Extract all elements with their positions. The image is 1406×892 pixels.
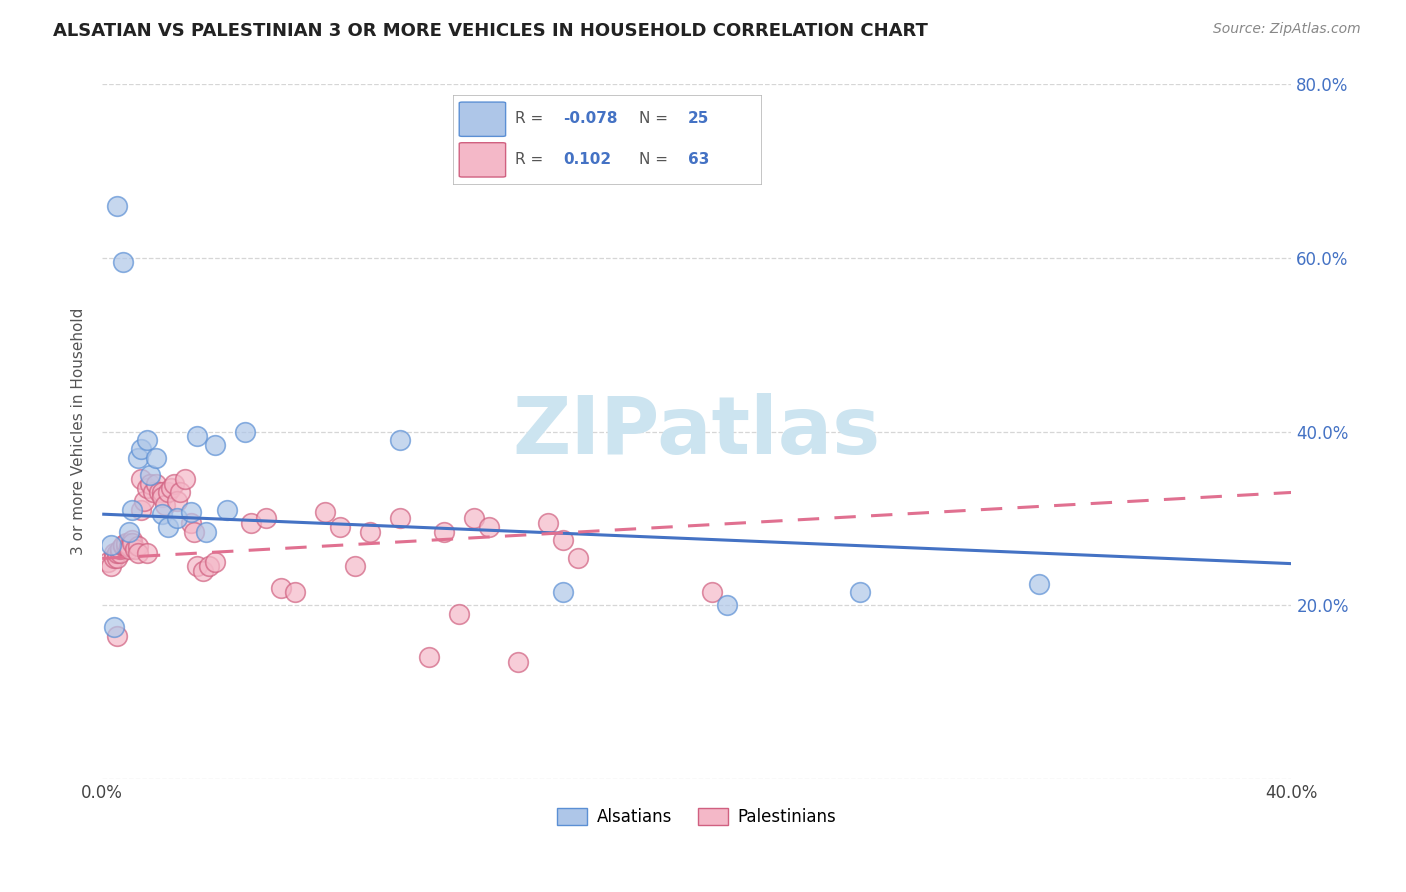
Point — [174, 472, 197, 486]
Point — [103, 620, 125, 634]
Point — [198, 559, 221, 574]
Point — [537, 516, 560, 530]
Point — [105, 546, 128, 560]
Point — [239, 516, 262, 530]
Point — [388, 434, 411, 448]
Point — [343, 559, 366, 574]
Point — [135, 546, 157, 560]
Point — [156, 485, 179, 500]
Point — [169, 485, 191, 500]
Point — [204, 555, 226, 569]
Point — [100, 537, 122, 551]
Point — [153, 499, 176, 513]
Point — [127, 450, 149, 465]
Point — [121, 533, 143, 548]
Point — [166, 511, 188, 525]
Point — [418, 650, 440, 665]
Point — [118, 539, 141, 553]
Point — [105, 550, 128, 565]
Legend: Alsatians, Palestinians: Alsatians, Palestinians — [551, 802, 844, 833]
Point — [97, 555, 120, 569]
Point — [118, 524, 141, 539]
Point — [105, 629, 128, 643]
Point — [186, 559, 208, 574]
Point — [121, 536, 143, 550]
Point — [118, 541, 141, 556]
Point — [849, 585, 872, 599]
Point — [162, 476, 184, 491]
Point — [105, 199, 128, 213]
Point — [314, 504, 336, 518]
Point — [145, 476, 167, 491]
Point — [135, 434, 157, 448]
Point — [150, 507, 173, 521]
Point — [166, 494, 188, 508]
Point — [124, 541, 146, 556]
Point — [388, 511, 411, 525]
Point — [100, 559, 122, 574]
Point — [193, 564, 215, 578]
Point — [115, 539, 138, 553]
Point — [127, 539, 149, 553]
Point — [156, 520, 179, 534]
Point — [132, 494, 155, 508]
Point — [129, 503, 152, 517]
Point — [139, 468, 162, 483]
Point — [329, 520, 352, 534]
Point — [129, 472, 152, 486]
Point — [716, 599, 738, 613]
Point — [111, 537, 134, 551]
Point — [108, 541, 131, 556]
Point — [183, 524, 205, 539]
Point — [127, 546, 149, 560]
Point — [111, 539, 134, 553]
Point — [108, 546, 131, 560]
Point — [270, 581, 292, 595]
Point — [111, 255, 134, 269]
Point — [1028, 576, 1050, 591]
Point — [195, 524, 218, 539]
Point — [121, 503, 143, 517]
Point — [433, 524, 456, 539]
Point — [551, 585, 574, 599]
Point — [447, 607, 470, 621]
Point — [142, 485, 165, 500]
Point — [148, 485, 170, 500]
Point — [186, 429, 208, 443]
Point — [150, 490, 173, 504]
Point — [145, 450, 167, 465]
Point — [508, 655, 530, 669]
Y-axis label: 3 or more Vehicles in Household: 3 or more Vehicles in Household — [72, 308, 86, 556]
Point — [551, 533, 574, 548]
Point — [135, 481, 157, 495]
Point — [103, 550, 125, 565]
Point — [103, 546, 125, 560]
Point — [204, 438, 226, 452]
Point — [139, 476, 162, 491]
Point — [129, 442, 152, 456]
Point — [180, 516, 202, 530]
Point — [217, 503, 239, 517]
Point — [159, 481, 181, 495]
Point — [284, 585, 307, 599]
Point — [463, 511, 485, 525]
Point — [233, 425, 256, 439]
Point — [359, 524, 381, 539]
Point — [115, 536, 138, 550]
Point — [700, 585, 723, 599]
Text: ZIPatlas: ZIPatlas — [513, 392, 882, 471]
Text: Source: ZipAtlas.com: Source: ZipAtlas.com — [1213, 22, 1361, 37]
Point — [150, 485, 173, 500]
Point — [567, 550, 589, 565]
Text: ALSATIAN VS PALESTINIAN 3 OR MORE VEHICLES IN HOUSEHOLD CORRELATION CHART: ALSATIAN VS PALESTINIAN 3 OR MORE VEHICL… — [53, 22, 928, 40]
Point — [254, 511, 277, 525]
Point — [180, 504, 202, 518]
Point — [478, 520, 501, 534]
